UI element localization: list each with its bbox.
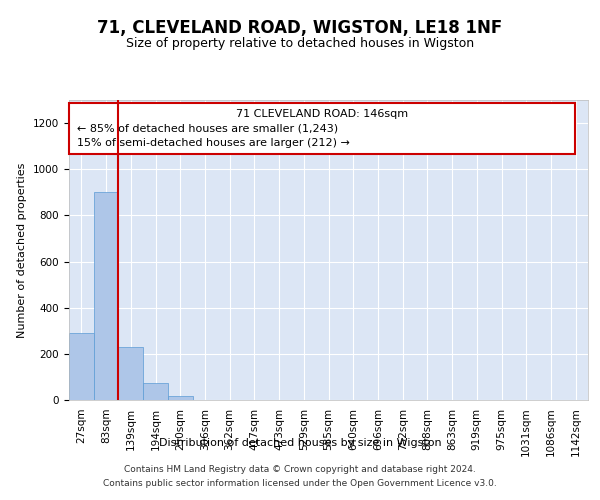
Text: Contains HM Land Registry data © Crown copyright and database right 2024.: Contains HM Land Registry data © Crown c… xyxy=(124,466,476,474)
Text: 15% of semi-detached houses are larger (212) →: 15% of semi-detached houses are larger (… xyxy=(77,138,350,147)
Y-axis label: Number of detached properties: Number of detached properties xyxy=(17,162,28,338)
FancyBboxPatch shape xyxy=(70,104,575,154)
Bar xyxy=(168,396,193,400)
Text: 71, CLEVELAND ROAD, WIGSTON, LE18 1NF: 71, CLEVELAND ROAD, WIGSTON, LE18 1NF xyxy=(97,18,503,36)
Bar xyxy=(143,384,168,400)
Bar xyxy=(69,333,94,400)
Text: 71 CLEVELAND ROAD: 146sqm: 71 CLEVELAND ROAD: 146sqm xyxy=(236,110,409,120)
Bar xyxy=(94,192,118,400)
Text: Distribution of detached houses by size in Wigston: Distribution of detached houses by size … xyxy=(158,438,442,448)
Text: ← 85% of detached houses are smaller (1,243): ← 85% of detached houses are smaller (1,… xyxy=(77,124,338,134)
Text: Size of property relative to detached houses in Wigston: Size of property relative to detached ho… xyxy=(126,38,474,51)
Text: Contains public sector information licensed under the Open Government Licence v3: Contains public sector information licen… xyxy=(103,480,497,488)
Bar xyxy=(118,348,143,400)
